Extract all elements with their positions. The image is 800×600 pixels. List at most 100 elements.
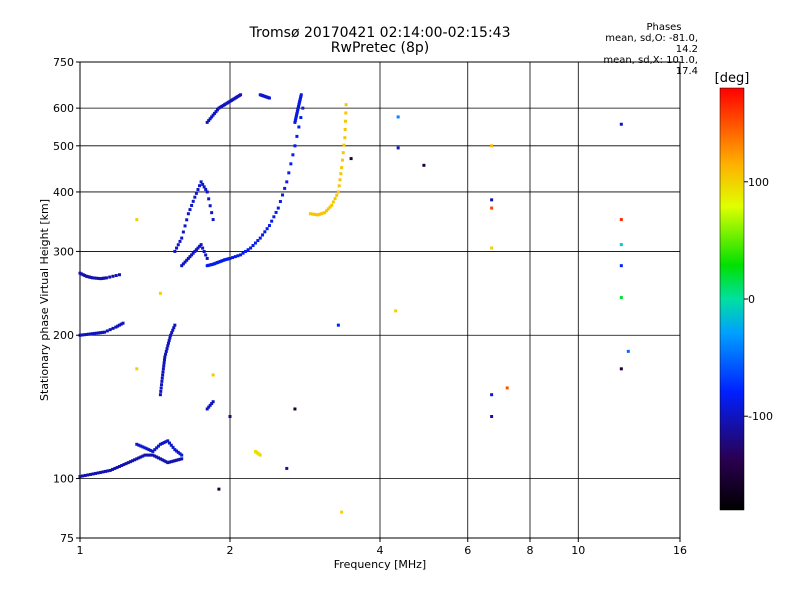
- echo-point: [308, 212, 312, 216]
- echo-point: [490, 144, 494, 148]
- echo-point: [168, 336, 172, 340]
- echo-point: [99, 470, 103, 474]
- echo-point: [81, 273, 85, 277]
- echo-point: [126, 461, 130, 465]
- echo-point: [211, 400, 215, 404]
- echo-point: [299, 116, 303, 120]
- echo-point: [190, 253, 194, 257]
- echo-point: [133, 458, 137, 462]
- echo-point: [147, 448, 151, 452]
- echo-point: [340, 158, 344, 162]
- echo-point: [137, 456, 141, 460]
- phases-o-mode: mean, sd,O: -81.0, 14.2: [605, 33, 698, 55]
- echo-point: [205, 407, 209, 411]
- echo-point: [341, 151, 345, 155]
- chart-title: Tromsø 20170421 02:14:00-02:15:43: [249, 25, 511, 41]
- echo-point: [169, 460, 173, 464]
- echo-point: [181, 262, 185, 266]
- echo-point: [343, 127, 347, 131]
- echo-point: [157, 444, 161, 448]
- echo-point: [333, 197, 337, 201]
- echo-point: [202, 185, 206, 189]
- echo-point: [160, 458, 164, 462]
- echo-point: [175, 449, 179, 453]
- echo-point: [108, 328, 112, 332]
- echo-point: [256, 239, 260, 243]
- echo-point: [297, 101, 301, 105]
- echo-point: [211, 218, 215, 222]
- echo-point: [86, 473, 90, 477]
- echo-point: [135, 442, 139, 446]
- echo-point: [168, 460, 172, 464]
- echo-point: [490, 393, 494, 397]
- echo-point: [175, 246, 179, 250]
- echo-point: [281, 193, 285, 197]
- echo-point: [135, 367, 139, 371]
- echo-point: [244, 249, 248, 253]
- echo-point: [159, 389, 163, 393]
- echo-point: [128, 460, 132, 464]
- echo-point: [289, 162, 293, 166]
- echo-point: [239, 253, 243, 257]
- echo-point: [162, 361, 166, 365]
- echo-point: [205, 120, 209, 124]
- echo-point: [137, 443, 141, 447]
- echo-point: [89, 472, 93, 476]
- y-axis-label: Stationary phase Virtual Height [km]: [38, 199, 51, 401]
- echo-point: [199, 243, 203, 247]
- echo-point: [164, 349, 168, 353]
- echo-point: [343, 136, 347, 140]
- echo-point: [191, 251, 195, 255]
- echo-point: [139, 455, 143, 459]
- echo-point: [114, 274, 118, 278]
- echo-point: [191, 199, 195, 203]
- echo-point: [344, 103, 348, 107]
- echo-point: [208, 204, 212, 208]
- echo-point: [301, 106, 305, 110]
- echo-point: [176, 458, 180, 462]
- echo-point: [201, 182, 205, 186]
- echo-point: [340, 166, 344, 170]
- echo-point: [157, 456, 161, 460]
- echo-point: [185, 258, 189, 262]
- echo-point: [173, 448, 177, 452]
- echo-point: [339, 172, 343, 176]
- echo-point: [296, 108, 300, 112]
- echo-point: [335, 193, 339, 197]
- echo-point: [135, 457, 139, 461]
- echo-point: [143, 453, 147, 457]
- echo-point: [295, 110, 299, 114]
- echo-point: [180, 457, 184, 461]
- echo-point: [231, 256, 235, 260]
- x-tick-label: 8: [527, 544, 534, 557]
- echo-point: [86, 332, 90, 336]
- phases-heading: Phases: [646, 22, 682, 33]
- y-tick-label: 400: [53, 186, 74, 199]
- echo-point: [316, 213, 320, 217]
- echo-point: [619, 296, 623, 300]
- echo-point: [204, 253, 208, 257]
- echo-point: [294, 117, 298, 121]
- echo-point: [169, 443, 173, 447]
- y-tick-label: 100: [53, 473, 74, 486]
- x-tick-label: 10: [571, 544, 585, 557]
- echo-point: [115, 465, 119, 469]
- echo-point: [122, 463, 126, 467]
- echo-point: [336, 190, 340, 194]
- echo-point: [236, 254, 240, 258]
- echo-point: [151, 453, 155, 457]
- echo-point: [104, 276, 108, 280]
- echo-point: [165, 347, 169, 351]
- echo-point: [205, 190, 209, 194]
- echo-point: [326, 207, 330, 211]
- echo-point: [80, 272, 84, 276]
- echo-point: [86, 275, 90, 279]
- echo-point: [114, 325, 118, 329]
- echo-point: [323, 211, 327, 215]
- echo-point: [196, 188, 200, 192]
- echo-point: [143, 446, 147, 450]
- echo-point: [82, 333, 86, 337]
- echo-point: [198, 184, 202, 188]
- echo-point: [210, 402, 214, 406]
- colorbar-tick-label: -100: [748, 410, 773, 423]
